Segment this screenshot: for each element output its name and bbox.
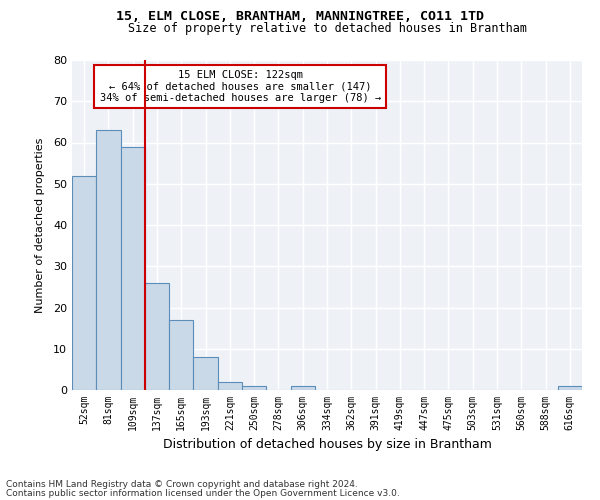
Bar bbox=[145, 283, 169, 390]
Bar bbox=[290, 386, 315, 390]
Bar bbox=[121, 146, 145, 390]
Bar bbox=[72, 176, 96, 390]
Text: Contains HM Land Registry data © Crown copyright and database right 2024.: Contains HM Land Registry data © Crown c… bbox=[6, 480, 358, 489]
Bar bbox=[558, 386, 582, 390]
Bar bbox=[193, 357, 218, 390]
Text: 15 ELM CLOSE: 122sqm
← 64% of detached houses are smaller (147)
34% of semi-deta: 15 ELM CLOSE: 122sqm ← 64% of detached h… bbox=[100, 70, 381, 103]
Bar bbox=[218, 382, 242, 390]
Y-axis label: Number of detached properties: Number of detached properties bbox=[35, 138, 44, 312]
Bar bbox=[96, 130, 121, 390]
Bar bbox=[242, 386, 266, 390]
Bar bbox=[169, 320, 193, 390]
X-axis label: Distribution of detached houses by size in Brantham: Distribution of detached houses by size … bbox=[163, 438, 491, 452]
Text: 15, ELM CLOSE, BRANTHAM, MANNINGTREE, CO11 1TD: 15, ELM CLOSE, BRANTHAM, MANNINGTREE, CO… bbox=[116, 10, 484, 23]
Text: Contains public sector information licensed under the Open Government Licence v3: Contains public sector information licen… bbox=[6, 490, 400, 498]
Title: Size of property relative to detached houses in Brantham: Size of property relative to detached ho… bbox=[128, 22, 527, 35]
